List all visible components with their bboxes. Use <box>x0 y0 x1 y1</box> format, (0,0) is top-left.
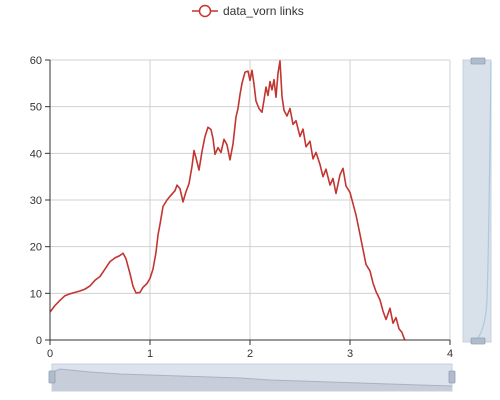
x-axis-tick-labels: 0 1 2 3 4 <box>47 348 453 360</box>
y-tick-label: 60 <box>30 55 42 67</box>
x-tick-label: 0 <box>47 348 53 360</box>
y-tick-label: 40 <box>30 148 42 160</box>
series-line <box>49 60 406 341</box>
x-zoom-handle-left[interactable] <box>48 370 56 384</box>
axes <box>45 59 451 345</box>
x-tick-label: 4 <box>447 348 453 360</box>
plot-area <box>49 60 406 341</box>
x-zoom-preview-line <box>51 368 453 387</box>
x-zoom-slider[interactable] <box>48 363 456 392</box>
y-zoom-handle-top[interactable] <box>470 57 486 65</box>
grid-lines <box>50 59 451 340</box>
legend[interactable]: data_vorn links <box>192 4 304 18</box>
y-tick-label: 0 <box>36 335 42 347</box>
y-tick-label: 30 <box>30 195 42 207</box>
y-tick-label: 50 <box>30 102 42 114</box>
x-zoom-handle-right[interactable] <box>448 370 456 384</box>
y-zoom-preview-line <box>473 61 492 343</box>
y-tick-label: 10 <box>30 288 42 300</box>
y-axis-tick-labels: 0 10 20 30 40 50 60 <box>30 55 42 347</box>
y-tick-label: 20 <box>30 242 42 254</box>
x-tick-label: 2 <box>247 348 253 360</box>
legend-label: data_vorn links <box>223 4 304 18</box>
x-zoom-preview-area <box>52 369 452 391</box>
legend-circle-icon <box>198 4 212 18</box>
y-zoom-slider[interactable] <box>462 57 492 345</box>
x-tick-label: 3 <box>347 348 353 360</box>
x-tick-label: 1 <box>147 348 153 360</box>
y-zoom-handle-bottom[interactable] <box>470 337 486 345</box>
